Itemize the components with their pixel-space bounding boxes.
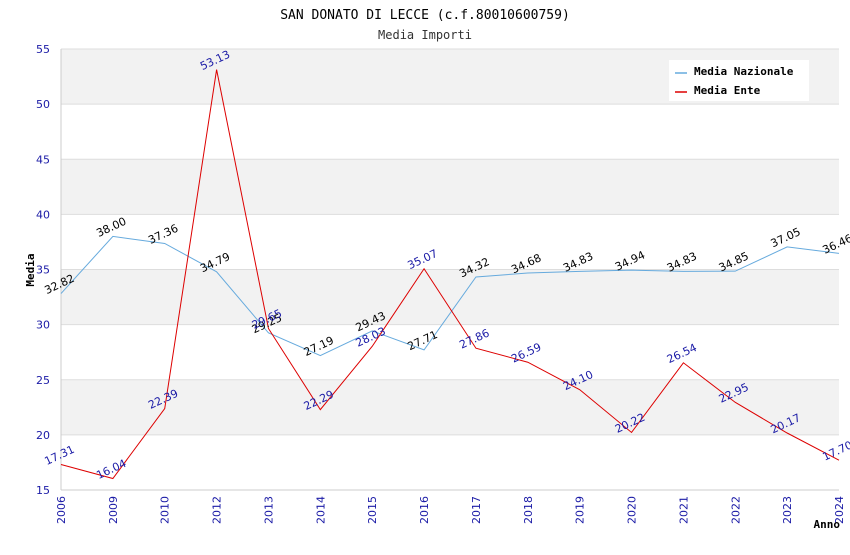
legend-label-media-nazionale: Media Nazionale [694,65,794,78]
x-axis-ticks: 2006 2009 2010 2012 2013 2014 2015 2016 2017 2018… [55,496,846,524]
x-tick-label: 2009 [107,496,120,524]
data-label: 26.54 [665,341,699,366]
series-line-media-ente [60,69,840,480]
series-lines [60,69,840,480]
x-tick-label: 2023 [781,496,794,524]
data-label: 17.70 [820,439,850,464]
y-tick-label: 15 [36,484,50,497]
x-tick-label: 2006 [55,496,68,524]
y-tick-label: 25 [36,374,50,387]
y-tick-label: 50 [36,98,50,111]
x-tick-label: 2020 [626,496,639,524]
data-label: 38.00 [94,215,128,240]
series-line-media-nazionale [60,235,840,357]
plot-band [61,379,839,435]
legend-box [669,60,809,101]
x-axis-label: Anno [814,518,841,531]
y-tick-label: 20 [36,429,50,442]
x-tick-label: 2021 [677,496,690,524]
y-axis-label: Media [24,253,37,286]
axes [60,49,839,491]
x-tick-label: 2013 [262,496,275,524]
chart-title: SAN DONATO DI LECCE (c.f.80010600759) [280,8,570,23]
chart-subtitle: Media Importi [378,28,472,42]
x-tick-label: 2018 [522,496,535,524]
y-tick-label: 35 [36,264,50,277]
x-tick-label: 2010 [159,496,172,524]
y-axis-ticks: 15 20 25 30 35 40 45 50 55 [36,43,50,497]
x-tick-label: 2022 [729,496,742,524]
data-label: 17.31 [42,443,76,468]
x-tick-label: 2024 [833,496,846,524]
legend: Media Nazionale Media Ente [669,60,809,101]
x-tick-label: 2016 [418,496,431,524]
x-tick-label: 2012 [211,496,224,524]
x-tick-label: 2015 [366,496,379,524]
x-tick-label: 2019 [574,496,587,524]
plot-band [61,159,839,215]
data-label: 27.86 [457,326,491,351]
x-tick-label: 2017 [470,496,483,524]
y-tick-label: 40 [36,208,50,221]
plot-band [61,269,839,325]
data-label: 35.07 [406,247,440,272]
legend-label-media-ente: Media Ente [694,84,761,97]
y-tick-label: 45 [36,153,50,166]
x-tick-label: 2014 [314,496,327,524]
data-label: 37.05 [769,225,803,250]
y-tick-label: 30 [36,319,50,332]
plot-background-bands [61,49,839,435]
y-tick-label: 55 [36,43,50,56]
